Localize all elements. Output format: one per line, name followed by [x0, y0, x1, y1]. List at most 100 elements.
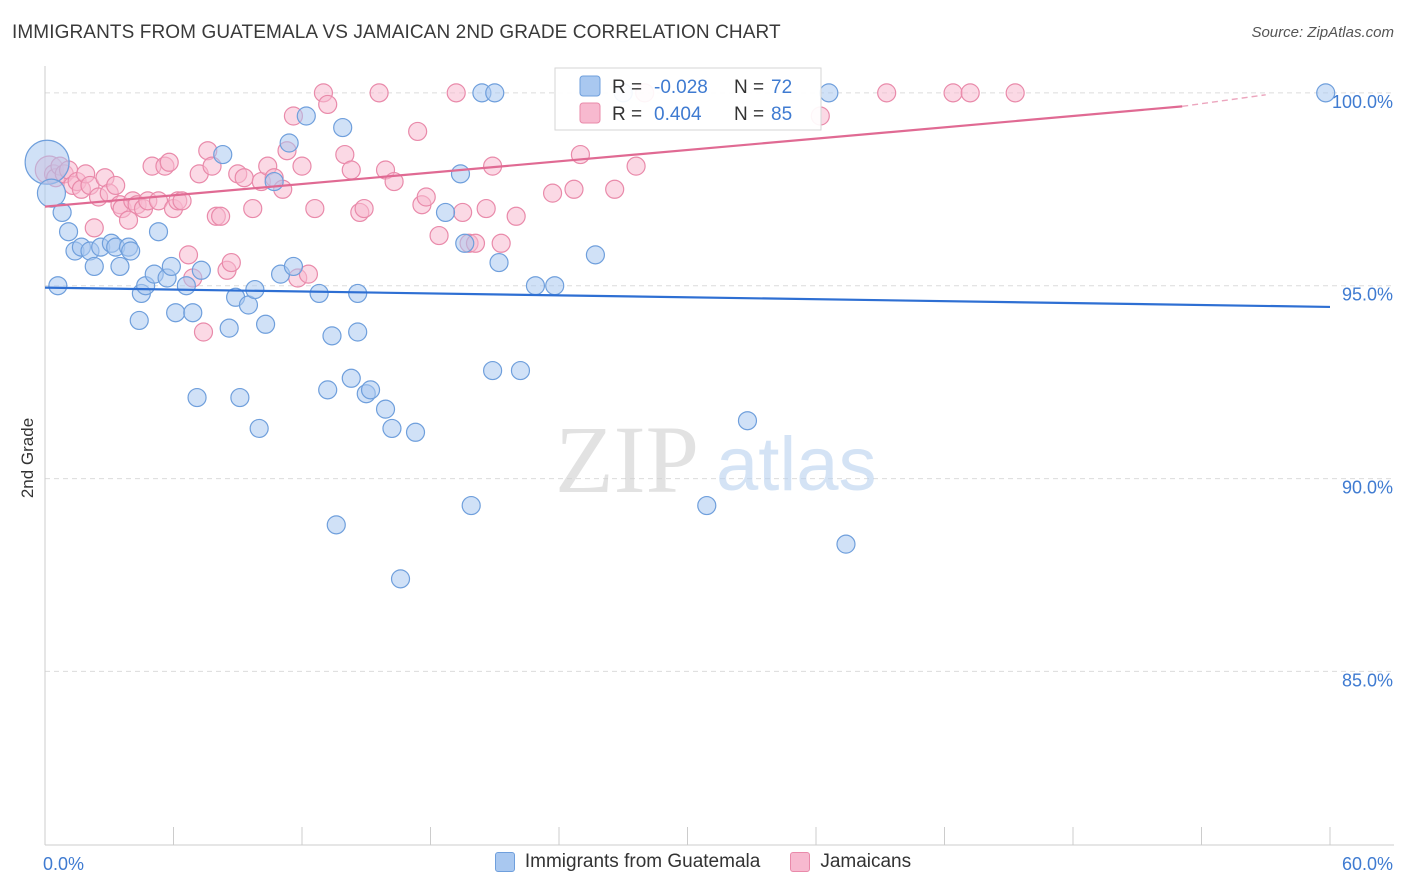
legend-swatch-guatemala [494, 852, 515, 872]
x-tick-label-1: 60.0% [1342, 854, 1393, 874]
jamaicans-point-64 [416, 187, 436, 207]
guatemala-point-39 [309, 283, 329, 304]
guatemala-point-23 [183, 303, 203, 323]
jamaicans-point-50 [292, 156, 312, 176]
legend-swatch-pink [579, 102, 601, 124]
guatemala-point-59 [485, 83, 505, 103]
guatemala-point-32 [249, 418, 269, 439]
y-tick-labels: 100.0% 95.0% 90.0% 85.0% [1332, 92, 1393, 691]
x-tick-label-0: 0.0% [43, 854, 84, 874]
guatemala-point-66 [697, 495, 717, 516]
guatemala-point-56 [461, 495, 481, 516]
jamaicans-point-41 [234, 168, 254, 188]
x-tick-labels: 0.0% 60.0% [43, 854, 1393, 874]
guatemala-point-53 [435, 202, 456, 223]
jamaicans-point-58 [354, 198, 374, 219]
guatemala-point-60 [489, 252, 509, 273]
jamaicans-point-81 [877, 83, 897, 103]
guatemala-point-25 [191, 260, 211, 280]
jamaicans-point-67 [453, 202, 473, 223]
y-tick-label-1: 95.0% [1342, 285, 1393, 305]
guatemala-point-46 [348, 322, 368, 342]
guatemala-point-50 [382, 418, 402, 439]
jamaicans-point-30 [178, 245, 199, 265]
guatemala-point-31 [245, 279, 265, 300]
guatemala-point-49 [375, 399, 396, 419]
legend-item-jamaicans[interactable]: Jamaicans [790, 851, 911, 873]
jamaicans-points [34, 83, 1025, 342]
jamaicans-point-84 [1005, 83, 1025, 103]
guatemala-point-22 [176, 276, 196, 296]
jamaicans-point-78 [626, 156, 646, 176]
jamaicans-point-51 [298, 264, 319, 284]
jamaicans-point-15 [106, 175, 126, 196]
jamaicans-point-37 [211, 206, 231, 226]
guatemala-point-58 [483, 360, 503, 381]
legend-swatch-blue [579, 75, 601, 97]
jamaicans-point-73 [506, 206, 526, 226]
series-legend: Immigrants from Guatemala Jamaicans [0, 851, 1406, 873]
guatemala-point-55 [455, 233, 475, 253]
jamaicans-point-56 [341, 160, 361, 180]
guatemala-point-7 [84, 256, 104, 277]
guatemala-point-69 [836, 534, 856, 554]
jamaicans-point-54 [318, 94, 338, 115]
watermark-atlas: atlas [716, 422, 877, 507]
guatemala-point-3 [58, 222, 79, 242]
guatemala-point-38 [296, 106, 316, 126]
y-tick-label-3: 85.0% [1342, 670, 1393, 690]
y-tick-label-2: 90.0% [1342, 478, 1393, 498]
chart-title: IMMIGRANTS FROM GUATEMALA VS JAMAICAN 2N… [12, 22, 781, 43]
zipatlas-watermark: ZIP atlas [555, 406, 877, 513]
legend-r-value-pink: 0.404 [654, 104, 702, 125]
guatemala-point-21 [166, 303, 186, 323]
guatemala-point-13 [121, 241, 141, 261]
jamaicans-point-83 [960, 83, 980, 103]
guatemala-point-70 [1316, 83, 1336, 103]
watermark-zip: ZIP [555, 406, 699, 513]
trend-lines [44, 94, 1331, 309]
guatemala-point-51 [390, 569, 411, 589]
guatemala-point-63 [545, 276, 565, 296]
source-label: Source: ZipAtlas.com [1251, 24, 1394, 41]
legend-item-guatemala[interactable]: Immigrants from Guatemala [494, 851, 761, 873]
guatemala-point-2 [52, 202, 72, 223]
legend-r-label-pink: R = [612, 104, 642, 125]
guatemala-point-71 [48, 276, 68, 296]
jamaicans-point-65 [429, 225, 449, 246]
legend-n-value-pink: 85 [771, 104, 792, 125]
legend-n-label-pink: N = [734, 104, 764, 125]
guatemala-point-27 [219, 318, 239, 338]
legend-r-label-blue: R = [612, 77, 642, 98]
legend-swatch-jamaicans [790, 852, 811, 872]
jamaicans-trend-line [44, 105, 1183, 208]
guatemala-point-29 [230, 387, 250, 408]
jamaicans-point-62 [408, 121, 428, 142]
jamaicans-point-42 [243, 198, 263, 219]
guatemala-point-14 [129, 310, 149, 331]
jamaicans-point-72 [491, 233, 511, 253]
guatemala-point-20 [161, 256, 181, 277]
guatemala-point-41 [322, 326, 342, 346]
legend-r-value-blue: -0.028 [654, 77, 708, 98]
guatemala-point-52 [405, 422, 426, 442]
jamaicans-point-26 [159, 152, 179, 172]
legend-n-label-blue: N = [734, 77, 764, 98]
jamaicans-point-33 [193, 322, 214, 342]
guatemala-point-26 [213, 144, 233, 165]
guatemala-point-61 [510, 360, 531, 381]
jamaicans-point-18 [118, 210, 139, 230]
guatemala-point-18 [148, 222, 169, 242]
legend-n-value-blue: 72 [771, 77, 792, 98]
legend-label-jamaicans: Jamaicans [820, 851, 912, 872]
legend-label-guatemala: Immigrants from Guatemala [524, 851, 761, 872]
correlation-legend: R = -0.028 N = 72 R = 0.404 N = 85 [554, 67, 822, 131]
guatemala-point-36 [279, 133, 299, 153]
jamaicans-point-11 [84, 218, 104, 238]
jamaicans-point-77 [605, 179, 625, 199]
guatemala-point-48 [360, 380, 381, 400]
guatemala-point-43 [333, 117, 353, 138]
jamaicans-point-52 [305, 198, 325, 219]
y-tick-label-0: 100.0% [1332, 92, 1393, 112]
